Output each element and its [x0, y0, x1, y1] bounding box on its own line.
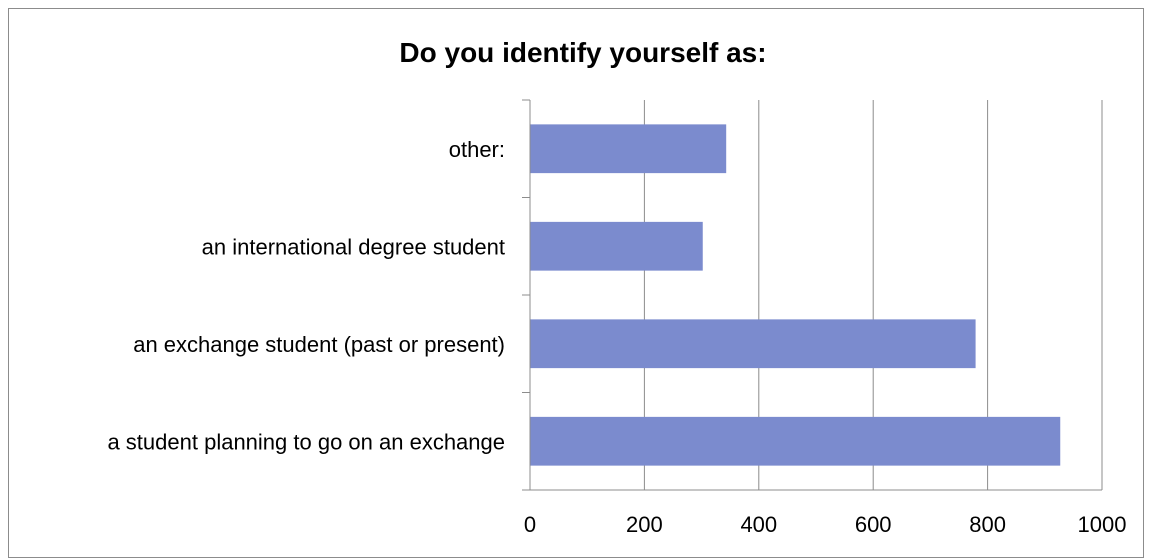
category-label: an exchange student (past or present): [133, 332, 505, 357]
chart-frame: [8, 8, 1144, 558]
x-tick-labels: 0 200 400 600 800 1000: [524, 512, 1127, 537]
x-tick-label: 800: [969, 512, 1006, 537]
bar: [530, 221, 703, 271]
x-tick-label: 0: [524, 512, 536, 537]
category-label: other:: [449, 137, 505, 162]
category-labels: a student planning to go on an exchange a…: [107, 137, 505, 455]
axes: [522, 99, 1102, 491]
bar: [530, 416, 1061, 466]
category-label: a student planning to go on an exchange: [107, 429, 505, 454]
bar: [530, 319, 976, 369]
x-tick-label: 200: [626, 512, 663, 537]
bar: [530, 124, 727, 174]
x-tick-label: 1000: [1078, 512, 1127, 537]
bars: [530, 124, 1061, 466]
x-tick-label: 600: [855, 512, 892, 537]
x-tick-label: 400: [740, 512, 777, 537]
category-label: an international degree student: [202, 234, 505, 259]
chart-title: Do you identify yourself as:: [399, 37, 766, 68]
